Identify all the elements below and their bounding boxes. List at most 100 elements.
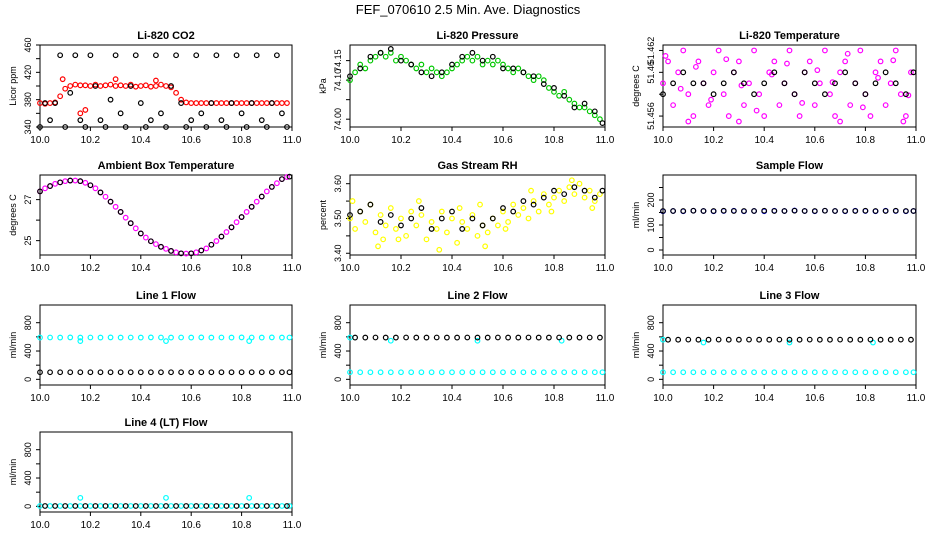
- data-point: [910, 369, 917, 376]
- plot-frame: [39, 304, 293, 386]
- data-point: [454, 239, 461, 246]
- data-point: [469, 212, 476, 218]
- data-point: [489, 53, 496, 60]
- series-two-point-five-minute: [352, 334, 603, 341]
- data-point: [284, 503, 290, 509]
- data-point: [576, 180, 583, 187]
- data-point: [428, 219, 435, 225]
- data-point: [213, 238, 220, 244]
- data-point: [57, 93, 64, 100]
- x-tick-label: 11.0: [596, 393, 615, 404]
- data-point: [479, 61, 486, 68]
- data-point: [193, 503, 200, 509]
- x-tick-label: 10.0: [653, 135, 673, 146]
- data-point: [690, 369, 697, 376]
- data-point: [525, 215, 532, 222]
- data-point: [52, 180, 59, 187]
- data-point: [842, 69, 849, 76]
- data-point: [862, 207, 869, 214]
- x-tick-label: 10.2: [704, 263, 724, 274]
- x-tick-label: 10.2: [81, 263, 101, 274]
- data-point: [188, 334, 195, 341]
- data-point: [882, 69, 889, 76]
- data-point: [586, 108, 593, 115]
- series-two-point-five-minute: [37, 173, 293, 257]
- data-point: [436, 246, 443, 253]
- data-point: [515, 212, 522, 218]
- x-tick-label: 11.0: [596, 135, 615, 146]
- y-axis-label: degrees C: [631, 65, 641, 107]
- data-point: [571, 369, 578, 376]
- data-point: [464, 334, 471, 341]
- series-two-point-five-minute: [37, 52, 290, 130]
- data-point: [188, 117, 195, 124]
- data-point: [42, 100, 48, 106]
- data-point: [87, 369, 94, 376]
- data-point: [67, 177, 74, 184]
- data-point: [520, 205, 527, 211]
- data-point: [520, 198, 527, 204]
- data-point: [158, 81, 164, 88]
- data-point: [228, 369, 235, 376]
- data-point: [753, 107, 760, 114]
- data-point: [238, 503, 245, 509]
- data-point: [857, 336, 864, 343]
- data-point: [479, 369, 486, 376]
- data-point: [690, 80, 697, 87]
- data-point: [47, 503, 53, 509]
- data-point: [77, 82, 84, 89]
- data-point: [500, 61, 506, 68]
- data-point: [263, 503, 270, 509]
- x-tick-label: 10.8: [544, 135, 564, 146]
- data-point: [484, 334, 491, 341]
- chart-title: Li-820 CO2: [137, 30, 194, 42]
- data-point: [284, 124, 290, 130]
- data-point: [695, 58, 702, 65]
- data-point: [112, 503, 119, 509]
- data-point: [822, 369, 828, 376]
- data-point: [418, 69, 425, 76]
- data-point: [500, 369, 506, 376]
- data-point: [741, 369, 747, 376]
- data-point: [279, 369, 285, 376]
- data-point: [438, 73, 445, 80]
- x-tick-label: 10.8: [856, 135, 876, 146]
- data-point: [695, 336, 702, 343]
- data-point: [233, 100, 240, 106]
- x-tick-label: 11.0: [596, 263, 615, 274]
- data-point: [203, 124, 210, 130]
- x-tick-label: 10.4: [131, 393, 151, 404]
- data-point: [188, 369, 195, 376]
- data-point: [796, 336, 803, 343]
- data-point: [377, 219, 384, 225]
- data-point: [660, 91, 666, 98]
- data-point: [87, 52, 94, 59]
- data-point: [403, 232, 410, 239]
- chart-title: Sample Flow: [756, 160, 824, 172]
- data-point: [178, 100, 185, 106]
- data-point: [910, 69, 917, 76]
- data-point: [877, 58, 884, 65]
- data-point: [525, 73, 532, 80]
- data-point: [393, 57, 399, 64]
- data-point: [561, 88, 568, 95]
- chart-panel-3: Li-820 Temperature 10.0 10.2 10.4 10.6 10.8 11…: [631, 30, 926, 146]
- data-point: [223, 229, 230, 235]
- data-point: [147, 83, 154, 90]
- data-point: [107, 96, 114, 103]
- data-point: [464, 226, 471, 232]
- data-point: [253, 52, 260, 59]
- data-point: [751, 47, 757, 54]
- y-tick-label: 800: [23, 315, 33, 330]
- data-point: [122, 83, 129, 89]
- data-point: [449, 65, 455, 72]
- data-point: [403, 334, 410, 341]
- data-point: [551, 85, 557, 91]
- data-point: [178, 503, 185, 509]
- data-point: [705, 102, 712, 109]
- y-tick-label: 0: [646, 247, 656, 252]
- data-point: [398, 369, 404, 376]
- chart-panel-4: Ambient Box Temperature 10.0 10.2 10.4 10.6 1…: [8, 160, 302, 274]
- x-tick-label: 10.8: [856, 263, 876, 274]
- x-tick-label: 10.0: [653, 263, 673, 274]
